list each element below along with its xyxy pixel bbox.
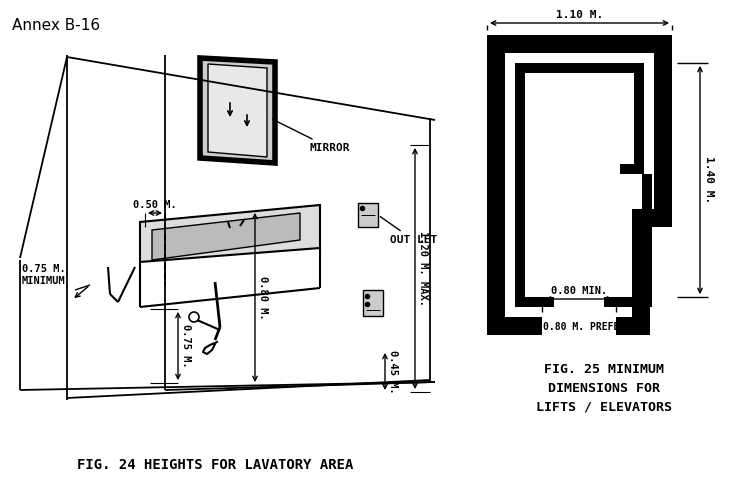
Text: 0.80 M.: 0.80 M.	[258, 276, 268, 319]
Polygon shape	[200, 58, 275, 163]
Polygon shape	[152, 213, 300, 260]
Circle shape	[189, 312, 199, 322]
Bar	[620, 164, 644, 174]
Text: 0.75 M.: 0.75 M.	[181, 324, 191, 368]
Bar	[358, 203, 378, 227]
Text: OUT LET: OUT LET	[380, 216, 437, 245]
Text: Annex B-16: Annex B-16	[12, 18, 100, 33]
Polygon shape	[140, 205, 320, 262]
Bar	[604, 297, 642, 307]
Text: 1.20 M. MAX.: 1.20 M. MAX.	[418, 231, 428, 306]
Bar	[515, 63, 644, 73]
Text: FIG. 25 MINIMUM
DIMENSIONS FOR
LIFTS / ELEVATORS: FIG. 25 MINIMUM DIMENSIONS FOR LIFTS / E…	[536, 363, 672, 414]
Text: 0.80 MIN.: 0.80 MIN.	[550, 286, 608, 296]
Text: 1.10 M.: 1.10 M.	[556, 10, 603, 20]
Bar	[515, 176, 525, 297]
Text: 0.75 M.
MINIMUM: 0.75 M. MINIMUM	[22, 264, 66, 286]
Text: 0.50 M.: 0.50 M.	[134, 200, 177, 210]
Bar	[634, 63, 644, 174]
Text: 0.80 M. PREFERRED: 0.80 M. PREFERRED	[543, 322, 643, 332]
Text: MIRROR: MIRROR	[272, 119, 350, 153]
Bar	[654, 35, 672, 227]
Text: FIG. 24 HEIGHTS FOR LAVATORY AREA: FIG. 24 HEIGHTS FOR LAVATORY AREA	[76, 458, 353, 472]
Bar	[632, 209, 672, 227]
Bar	[515, 297, 554, 307]
Bar	[487, 317, 542, 335]
Text: 1.40 M.: 1.40 M.	[704, 156, 714, 203]
Bar	[616, 317, 632, 335]
Bar	[642, 174, 652, 307]
Polygon shape	[208, 64, 267, 157]
Text: 0.45 M.: 0.45 M.	[388, 350, 398, 393]
Bar	[487, 35, 672, 53]
Bar	[515, 63, 525, 199]
Bar	[363, 290, 383, 316]
Bar	[632, 227, 650, 335]
Bar	[487, 35, 505, 335]
